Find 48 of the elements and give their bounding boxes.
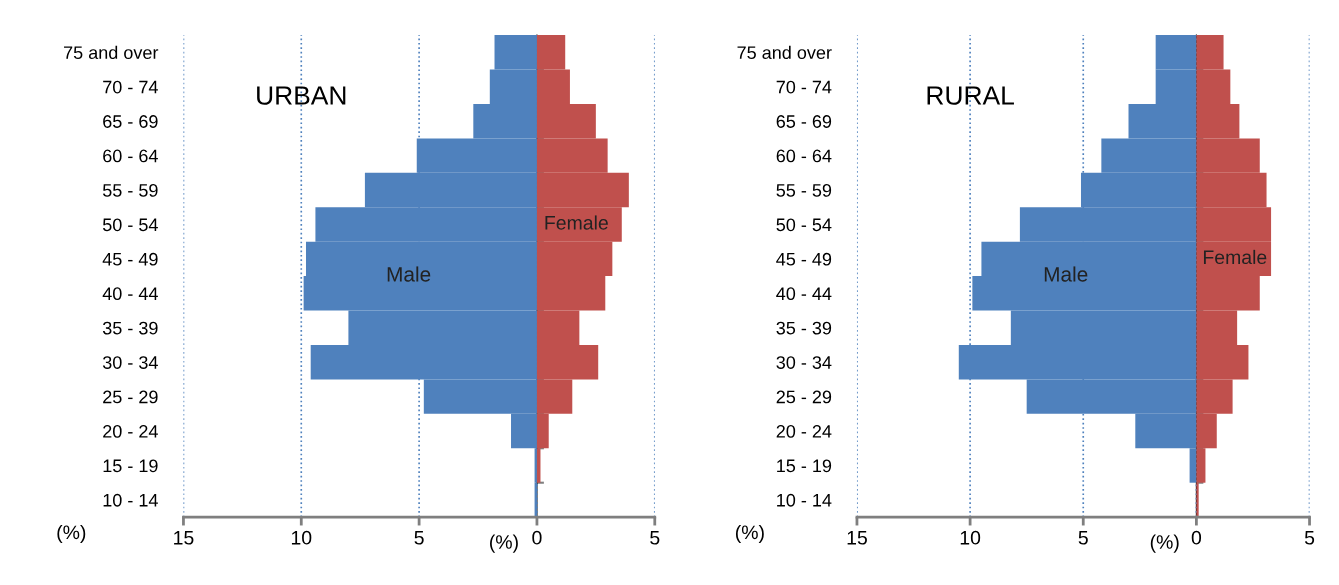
x-tick-label: 0	[532, 530, 542, 545]
y-tick-label: 40 - 44	[102, 287, 158, 301]
x-tick-label: 5	[414, 531, 424, 545]
y-tick-label: 50 - 54	[102, 218, 158, 232]
y-tick-label: 40 - 44	[776, 287, 832, 301]
y-tick-label: 50 - 54	[776, 218, 832, 232]
y-tick-label: 75 and over	[737, 45, 832, 60]
x-tick-label: 10	[960, 530, 981, 545]
y-tick-label: 30 - 34	[102, 356, 158, 369]
y-tick-label: 45 - 49	[102, 252, 158, 266]
series-label: Male	[1044, 266, 1088, 282]
y-tick-label: 15 - 19	[777, 459, 832, 473]
text: RURAL	[927, 86, 1014, 105]
x-tick-label: 10	[291, 530, 312, 545]
text: (%)	[490, 534, 518, 553]
y-tick-label: 30 - 34	[776, 356, 832, 369]
y-tick-label: 35 - 39	[776, 321, 832, 335]
y-tick-label: 55 - 59	[776, 183, 832, 197]
y-tick-label: 70 - 74	[103, 80, 158, 94]
series-label: Female	[545, 215, 608, 230]
y-tick-label: 20 - 24	[103, 425, 158, 438]
y-tick-label: 65 - 69	[776, 115, 832, 128]
x-tick-label: 5	[1304, 531, 1315, 545]
text: (%)	[735, 524, 764, 544]
text: (%)	[1150, 534, 1179, 553]
y-tick-label: 35 - 39	[102, 321, 158, 335]
y-tick-label: 10 - 14	[777, 493, 832, 507]
text: URBAN	[257, 86, 346, 105]
y-tick-label: 65 - 69	[103, 115, 158, 128]
x-tick-label: 5	[650, 531, 660, 545]
y-tick-label: 60 - 64	[776, 149, 832, 163]
series-label: Female	[1203, 249, 1267, 265]
y-tick-label: 20 - 24	[776, 425, 832, 438]
y-tick-label: 55 - 59	[102, 183, 158, 197]
y-tick-label: 70 - 74	[776, 80, 832, 94]
y-tick-label: 60 - 64	[103, 149, 158, 163]
series-label: Male	[387, 266, 431, 282]
y-tick-label: 45 - 49	[776, 252, 832, 266]
x-tick-label: 5	[1078, 531, 1088, 545]
y-tick-label: 75 and over	[64, 45, 159, 60]
x-tick-label: 15	[847, 531, 867, 545]
x-tick-label: 15	[174, 531, 194, 545]
y-tick-label: 25 - 29	[776, 390, 832, 404]
y-tick-label: 10 - 14	[103, 493, 158, 507]
y-tick-label: 15 - 19	[103, 459, 158, 473]
x-tick-label: 0	[1191, 530, 1202, 545]
y-tick-label: 25 - 29	[103, 390, 158, 404]
text: (%)	[57, 524, 86, 544]
